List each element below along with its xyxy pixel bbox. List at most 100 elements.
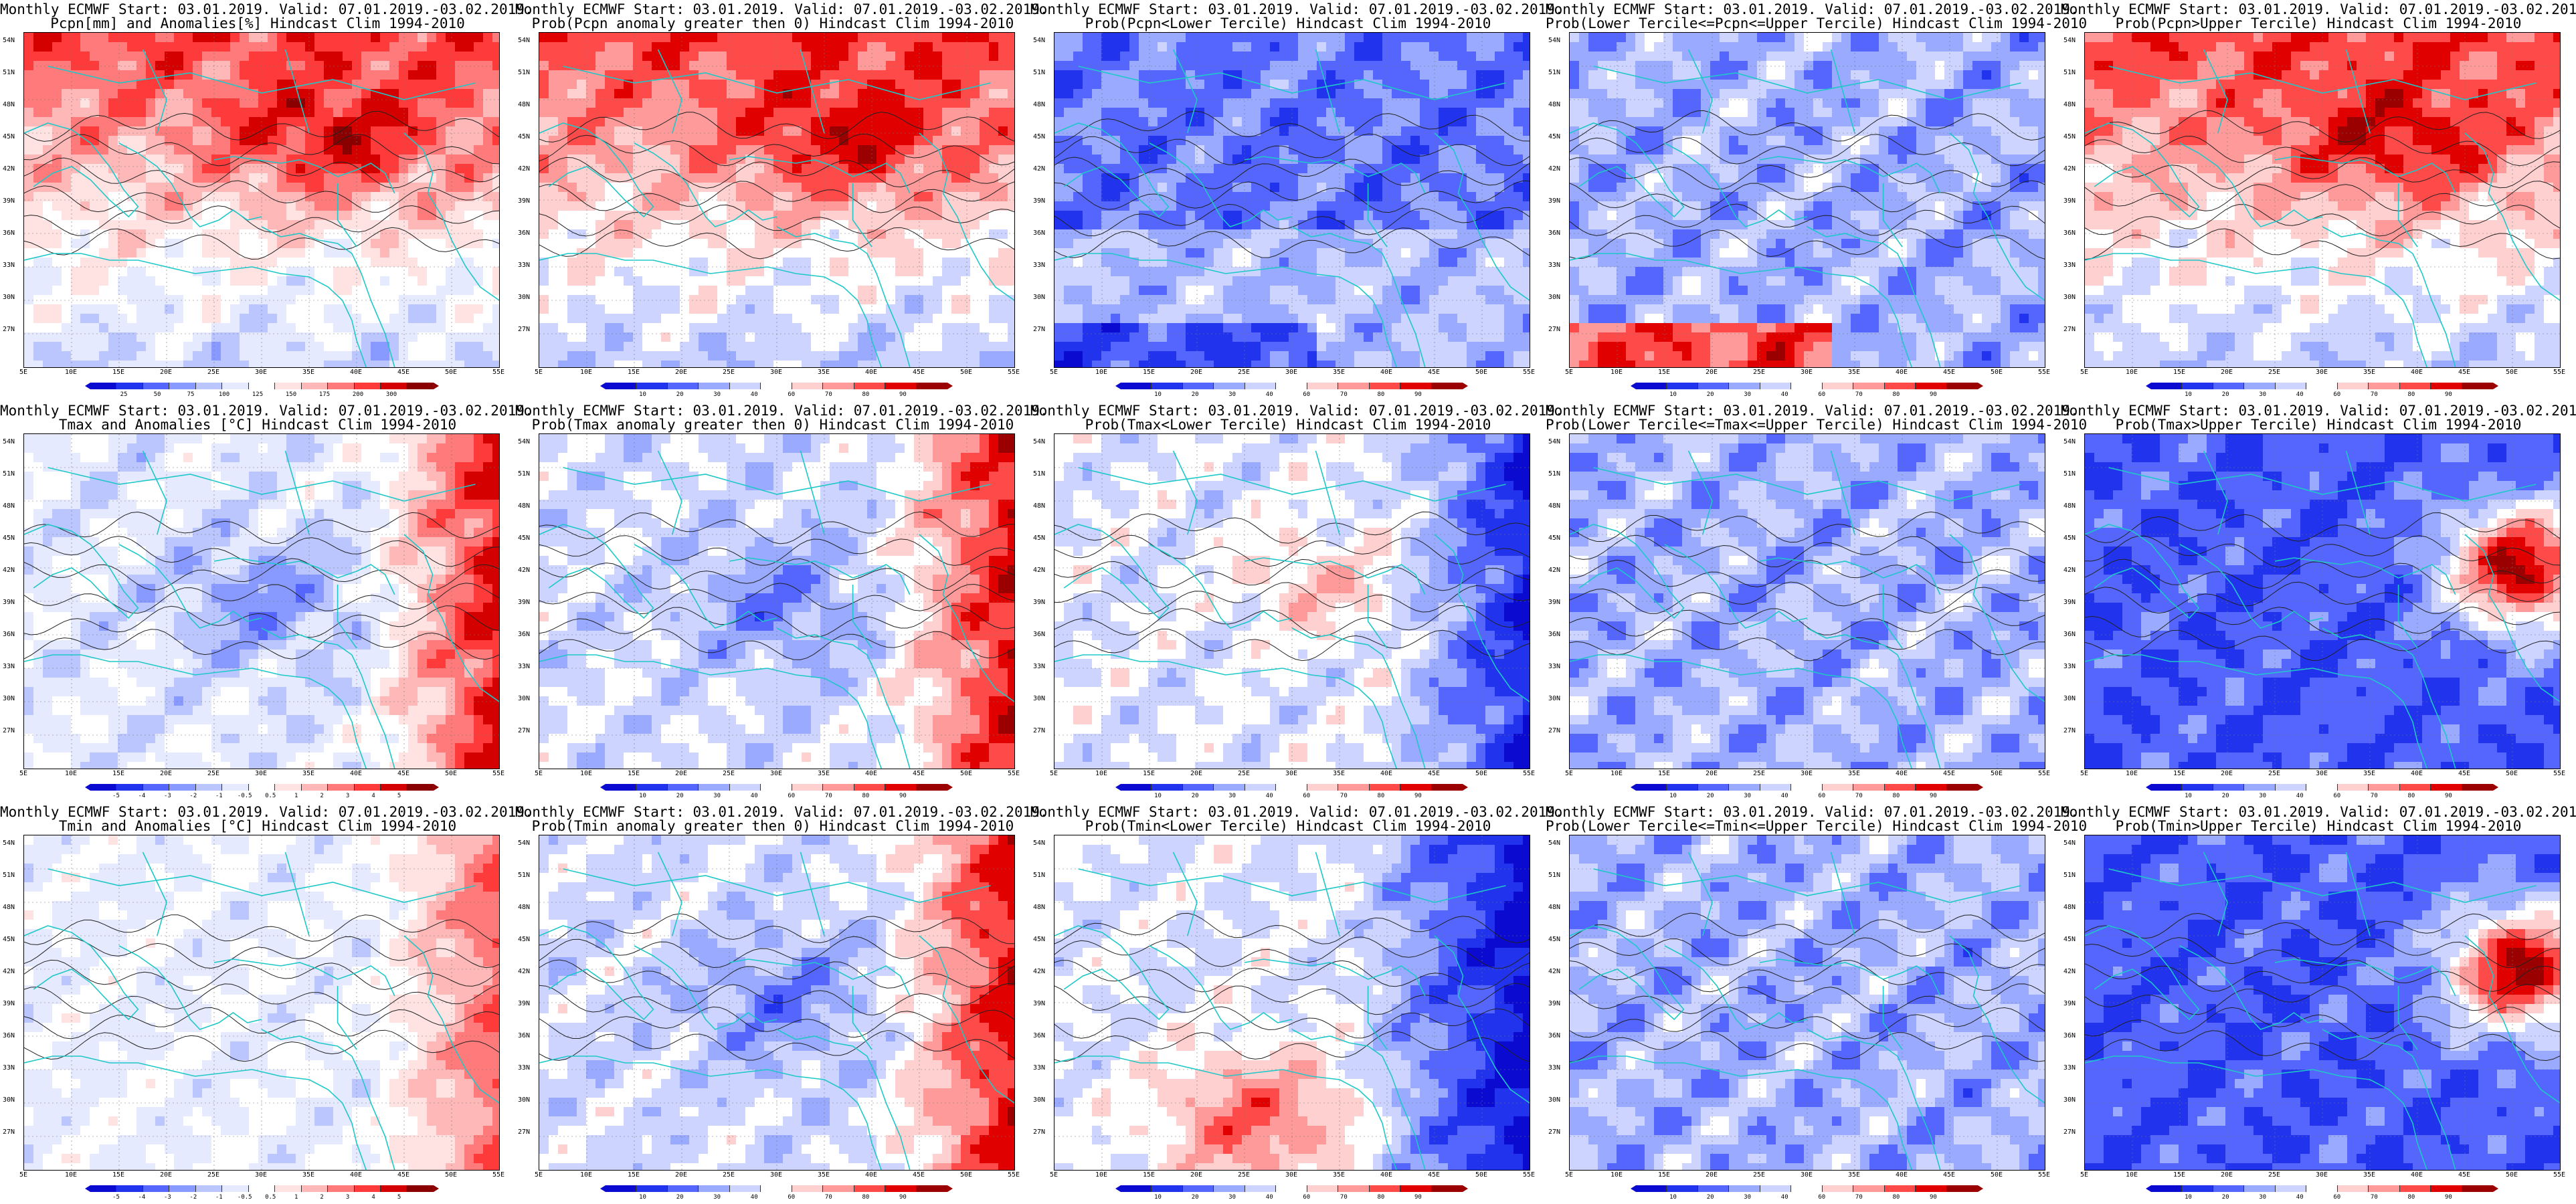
field-cell xyxy=(802,220,812,230)
field-cell xyxy=(811,276,821,286)
field-cell xyxy=(820,117,830,127)
field-cell xyxy=(895,155,905,165)
field-cell xyxy=(1504,229,1514,239)
field-cell xyxy=(371,80,381,90)
field-cell xyxy=(211,70,221,80)
field-cell xyxy=(858,295,868,305)
field-cell xyxy=(1495,220,1505,230)
field-cell xyxy=(1326,61,1336,71)
field-cell xyxy=(33,229,43,239)
field-cell xyxy=(783,332,793,342)
field-cell xyxy=(886,173,896,183)
field-cell xyxy=(118,108,128,118)
field-cell xyxy=(1476,52,1486,62)
field-cell xyxy=(1176,211,1186,221)
field-cell xyxy=(624,70,634,80)
field-cell xyxy=(923,323,933,333)
field-cell xyxy=(108,239,118,249)
field-cell xyxy=(52,173,62,183)
field-cell xyxy=(43,229,53,239)
field-cell xyxy=(464,155,474,165)
colorbar-swatch xyxy=(667,383,699,389)
field-cell xyxy=(624,342,634,352)
field-cell xyxy=(62,52,72,62)
field-cell xyxy=(923,239,933,249)
field-cell xyxy=(277,164,287,174)
field-cell xyxy=(1504,211,1514,221)
field-cell xyxy=(1523,145,1530,155)
field-cell xyxy=(839,33,849,43)
field-cell xyxy=(33,70,43,80)
field-cell xyxy=(745,89,755,99)
field-cell xyxy=(1345,201,1355,211)
field-cell xyxy=(268,126,278,136)
field-cell xyxy=(717,351,727,361)
field-cell xyxy=(268,258,278,268)
field-cell xyxy=(586,351,596,361)
field-cell xyxy=(108,342,118,352)
colorbar-swatch xyxy=(407,383,434,389)
field-cell xyxy=(652,314,662,324)
field-cell xyxy=(155,286,165,296)
field-cell xyxy=(961,173,971,183)
field-cell xyxy=(24,52,34,62)
field-cell xyxy=(127,211,137,221)
field-cell xyxy=(1008,220,1014,230)
field-cell xyxy=(586,314,596,324)
field-cell xyxy=(1457,61,1467,71)
field-cell xyxy=(324,286,334,296)
field-cell xyxy=(436,52,446,62)
field-cell xyxy=(614,304,624,314)
contour-line xyxy=(24,110,499,142)
field-cell xyxy=(670,183,680,193)
field-cell xyxy=(595,211,606,221)
colorbar-label: 90 xyxy=(899,392,907,398)
field-cell xyxy=(1513,42,1524,52)
field-cell xyxy=(567,286,577,296)
field-cell xyxy=(202,89,212,99)
field-cell xyxy=(1401,33,1411,43)
field-cell xyxy=(652,220,662,230)
colorbar-label: 20 xyxy=(676,392,684,398)
field-cell xyxy=(230,258,240,268)
field-cell xyxy=(923,173,933,183)
field-cell xyxy=(549,145,559,155)
field-cell xyxy=(886,155,896,165)
field-cell xyxy=(914,361,924,367)
field-cell xyxy=(792,332,802,342)
field-cell xyxy=(1448,80,1458,90)
field-cell xyxy=(633,52,643,62)
field-cell xyxy=(1111,239,1121,249)
field-cell xyxy=(43,258,53,268)
field-cell xyxy=(1148,61,1158,71)
field-cell xyxy=(1298,108,1308,118)
field-cell xyxy=(1223,108,1233,118)
field-cell xyxy=(193,136,203,146)
field-cell xyxy=(389,155,399,165)
field-cell xyxy=(661,145,671,155)
field-cell xyxy=(951,267,961,277)
field-cell xyxy=(296,258,306,268)
field-cell xyxy=(324,342,334,352)
field-cell xyxy=(605,361,615,367)
panel-title-line2: Prob(Pcpn<Lower Tercile) Hindcast Clim 1… xyxy=(1030,16,1546,31)
field-cell xyxy=(277,295,287,305)
field-cell xyxy=(464,276,474,286)
field-cell xyxy=(998,61,1008,71)
field-cell xyxy=(755,33,765,43)
field-cell xyxy=(230,248,240,258)
field-cell xyxy=(558,229,568,239)
field-cell xyxy=(136,173,147,183)
field-cell xyxy=(33,33,43,43)
field-cell xyxy=(577,211,587,221)
field-cell xyxy=(474,126,484,136)
field-cell xyxy=(80,42,90,52)
field-cell xyxy=(483,155,493,165)
field-cell xyxy=(858,183,868,193)
field-cell xyxy=(558,304,568,314)
field-cell xyxy=(614,286,624,296)
field-cell xyxy=(1429,89,1439,99)
field-cell xyxy=(1410,52,1420,62)
field-cell xyxy=(1476,61,1486,71)
field-cell xyxy=(867,192,877,202)
